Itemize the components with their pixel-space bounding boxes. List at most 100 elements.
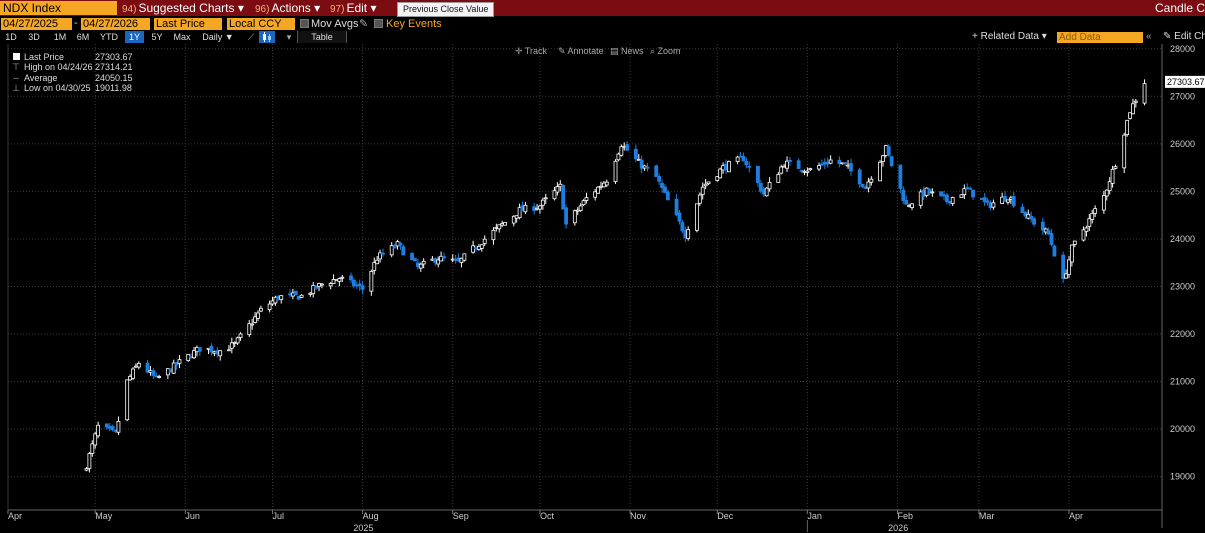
candle-up <box>331 279 336 285</box>
candle-down <box>413 258 417 262</box>
candle-up <box>808 168 813 171</box>
white-square-icon <box>13 53 20 60</box>
menu-label: Actions ▾ <box>271 1 321 15</box>
candle-up <box>258 307 263 312</box>
chart-options-dropdown[interactable]: ▾ <box>286 32 292 42</box>
track-tool[interactable]: ✛ Track <box>515 46 547 57</box>
security-ticker-field[interactable]: NDX Index <box>0 1 117 15</box>
candle-down <box>788 160 792 162</box>
range-button-ytd[interactable]: YTD <box>100 32 118 42</box>
candle-up <box>96 424 101 437</box>
suggested-charts-menu[interactable]: 94) Suggested Charts ▾ <box>122 0 244 16</box>
tool-label: Zoom <box>657 46 681 56</box>
news-icon: ▤ <box>610 46 622 56</box>
average-line-icon: ‐‐ <box>13 72 19 83</box>
candle-up <box>177 359 182 364</box>
candle-up <box>247 323 252 336</box>
candle-up <box>479 244 484 249</box>
candle-up <box>421 260 426 265</box>
candle-down <box>944 194 949 203</box>
candle-up <box>706 181 711 185</box>
x-tick-label: Mar <box>979 511 995 521</box>
candle-up <box>616 153 621 161</box>
range-button-1y[interactable]: 1Y <box>125 31 144 43</box>
candle-down <box>904 199 909 205</box>
range-button-6m[interactable]: 6M <box>76 32 90 42</box>
candle-up <box>439 255 444 262</box>
candle-up <box>1142 83 1147 104</box>
candle-up <box>320 283 324 286</box>
range-button-1m[interactable]: 1M <box>53 32 67 42</box>
range-button-max[interactable]: Max <box>173 32 191 42</box>
candle-up <box>497 224 502 230</box>
candle-down <box>145 362 150 373</box>
annotate-tool[interactable]: ✎ Annotate <box>558 46 604 57</box>
candle-down <box>660 182 664 189</box>
candle-down <box>756 165 760 184</box>
candle-up <box>340 276 345 279</box>
candle-down <box>561 184 566 210</box>
candle-up <box>253 316 257 323</box>
candle-up <box>572 210 577 224</box>
price-chart[interactable]: 19000 20000 21000 22000 23000 24000 25000 26000… <box>0 44 1205 533</box>
y-tick-label: 24000 <box>1170 234 1195 244</box>
edit-menu[interactable]: 97) Edit ▾ <box>330 0 377 16</box>
mov-avgs-checkbox[interactable] <box>300 19 309 28</box>
add-data-input[interactable]: Add Data <box>1057 32 1143 43</box>
menu-number: 96) <box>255 4 270 15</box>
edit-chart-button[interactable]: ✎ Edit Chart <box>1163 31 1205 43</box>
zoom-tool[interactable]: ⌕ Zoom <box>650 46 681 57</box>
range-button-3d[interactable]: 3D <box>28 32 40 42</box>
end-date-field[interactable]: 04/27/2026 <box>81 18 150 30</box>
candle-up <box>828 159 833 164</box>
candle-down <box>639 159 644 169</box>
candle-down <box>174 362 179 366</box>
line-chart-icon[interactable]: ⟋ <box>247 32 255 42</box>
date-separator: - <box>74 17 78 29</box>
legend-name: Average <box>24 72 58 83</box>
candle-up <box>1133 100 1138 103</box>
candle-up <box>991 202 996 208</box>
pencil-icon[interactable]: ✎ <box>359 18 369 30</box>
candle-up <box>1072 240 1077 245</box>
period-select[interactable]: Daily ▼ <box>202 32 234 42</box>
candle-up <box>1084 227 1089 232</box>
related-data-menu[interactable]: + Related Data ▾ <box>972 31 1047 42</box>
candle-down <box>860 183 865 188</box>
candle-down <box>410 252 414 260</box>
x-tick-label: Sep <box>453 511 469 521</box>
candle-down <box>1052 245 1057 257</box>
candle-up <box>192 350 196 359</box>
actions-menu[interactable]: 96) Actions ▾ <box>255 0 320 16</box>
start-date-field[interactable]: 04/27/2025 <box>1 18 72 30</box>
candle-up <box>604 181 609 186</box>
key-events-checkbox[interactable] <box>374 19 383 28</box>
candle-up <box>299 294 304 298</box>
candle-down <box>747 165 752 168</box>
candle-down <box>663 186 667 193</box>
price-field-select[interactable]: Last Price <box>154 18 222 30</box>
tool-label: Track <box>524 46 548 56</box>
candle-up <box>227 349 231 352</box>
candle-down <box>1020 206 1025 214</box>
legend-name: Low on 04/30/25 <box>24 83 91 94</box>
table-button[interactable]: Table <box>297 31 347 43</box>
range-button-1d[interactable]: 1D <box>5 32 17 42</box>
candle-down <box>209 345 214 353</box>
x-tick-label: Feb <box>897 511 913 521</box>
collapse-icon[interactable]: « <box>1146 31 1152 42</box>
currency-select[interactable]: Local CCY <box>227 18 295 30</box>
range-button-5y[interactable]: 5Y <box>151 32 163 42</box>
candle-chart-icon[interactable] <box>259 31 275 43</box>
candle-down <box>837 159 842 164</box>
candle-up <box>613 160 618 182</box>
candle-down <box>741 156 746 162</box>
candle-down <box>898 164 903 189</box>
candle-up <box>218 350 223 357</box>
news-tool[interactable]: ▤ News <box>610 46 644 57</box>
menu-label: Edit ▾ <box>346 1 377 15</box>
candle-down <box>352 279 356 287</box>
candle-down <box>381 252 385 255</box>
candle-up <box>90 443 95 454</box>
chart-canvas[interactable]: 19000 20000 21000 22000 23000 24000 25000 26000… <box>0 44 1205 533</box>
